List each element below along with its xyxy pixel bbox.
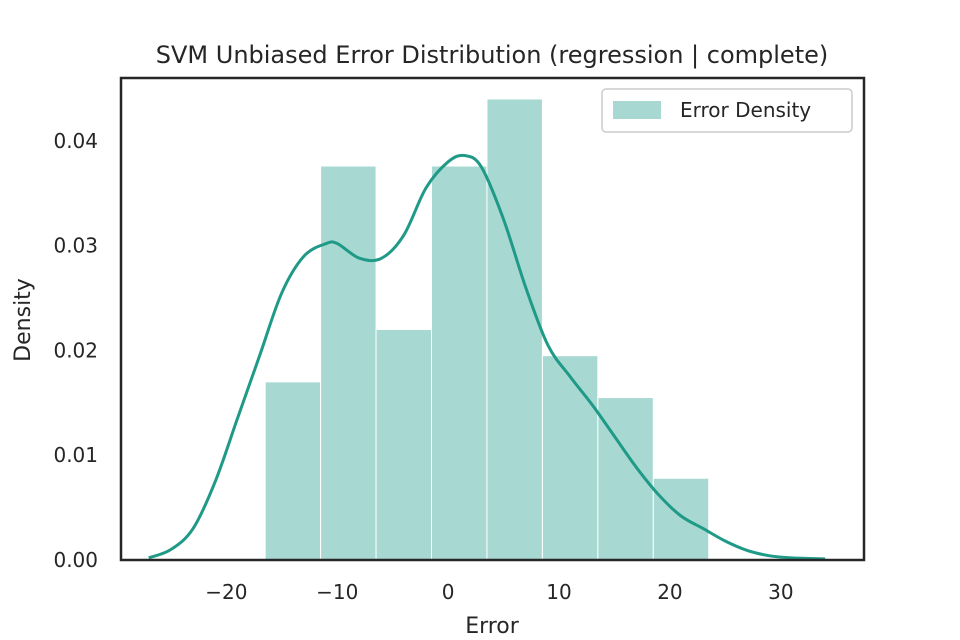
chart-title: SVM Unbiased Error Distribution (regress… — [156, 41, 828, 69]
x-tick-label: 30 — [768, 580, 793, 604]
kde-line — [148, 153, 826, 561]
x-tick-label: −10 — [316, 580, 358, 604]
legend: Error Density — [601, 88, 853, 133]
y-axis-ticks: 0.00 0.01 0.02 0.03 0.04 — [53, 129, 98, 572]
x-tick-label: 20 — [657, 580, 682, 604]
x-tick-label: 0 — [442, 580, 455, 604]
y-tick-label: 0.03 — [53, 234, 98, 258]
histogram-bar — [541, 355, 599, 561]
histogram-bar — [652, 477, 710, 561]
y-tick-label: 0.02 — [53, 338, 98, 362]
legend-box — [601, 88, 853, 133]
y-tick-label: 0.04 — [53, 129, 98, 153]
histogram-bar — [375, 328, 433, 561]
legend-label: Error Density — [680, 98, 811, 122]
histogram-bar — [264, 381, 322, 561]
histogram-bars — [264, 98, 710, 561]
histogram-bar — [431, 165, 488, 561]
histogram-bar — [320, 165, 377, 561]
x-axis-label: Error — [465, 614, 520, 639]
y-axis-label: Density — [11, 278, 36, 362]
y-tick-label: 0.00 — [53, 548, 98, 572]
histogram-bar — [486, 98, 543, 561]
plot-frame — [119, 76, 866, 562]
x-tick-label: −20 — [205, 580, 247, 604]
x-tick-label: 10 — [546, 580, 571, 604]
legend-swatch — [613, 101, 661, 119]
y-tick-label: 0.01 — [53, 443, 98, 467]
x-axis-ticks: −20 −10 0 10 20 30 — [205, 580, 793, 604]
